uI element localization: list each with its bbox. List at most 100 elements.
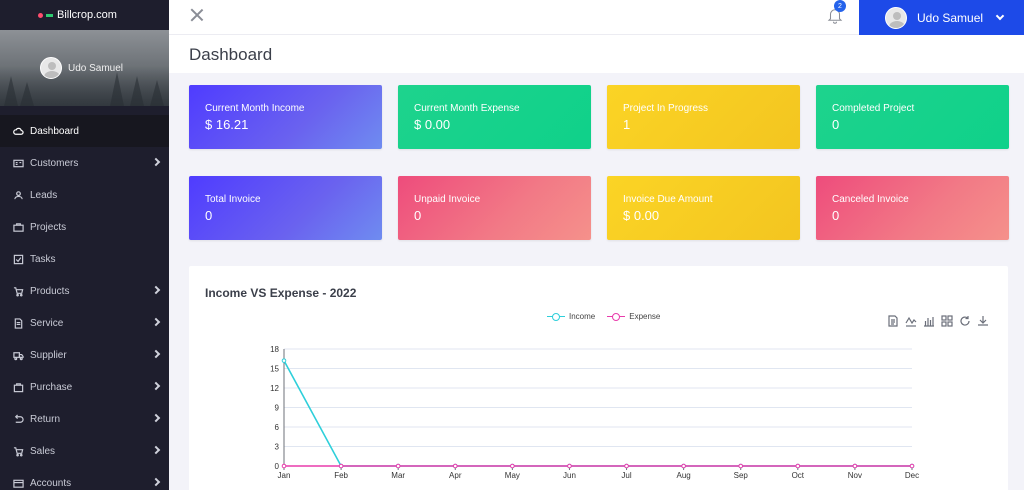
x-tick-label: May (505, 471, 520, 480)
download-icon[interactable] (977, 314, 989, 326)
brand-name: Billcrop.com (57, 9, 117, 21)
y-tick-label: 15 (270, 365, 279, 374)
stat-card-title: Project In Progress (623, 103, 709, 114)
data-point-expense (452, 463, 458, 469)
cart-icon (12, 445, 25, 458)
chevron-right-icon (151, 445, 161, 455)
data-point-expense (909, 463, 915, 469)
data-point-expense (852, 463, 858, 469)
chevron-right-icon (151, 349, 161, 359)
user-menu-button[interactable]: Udo Samuel (859, 0, 1024, 35)
stat-card-completed-project[interactable]: Completed Project 0 (816, 85, 1009, 149)
notification-badge: 2 (834, 0, 846, 12)
cloud-icon (12, 125, 25, 138)
data-point-expense (338, 463, 344, 469)
stat-card-value: $ 0.00 (623, 208, 660, 223)
stat-card-value: 1 (623, 117, 631, 132)
document-icon (12, 317, 25, 330)
legend-item-expense[interactable]: Expense (607, 312, 660, 321)
x-tick-label: Jul (621, 471, 631, 480)
sidebar-item-label: Purchase (30, 381, 73, 393)
sidebar-item-accounts[interactable]: Accounts (0, 467, 169, 490)
y-tick-label: 0 (275, 462, 280, 471)
stat-card-title: Completed Project (832, 103, 915, 114)
chart-title: Income VS Expense - 2022 (205, 286, 357, 300)
data-point-expense (281, 463, 287, 469)
stat-card-current-month-expense[interactable]: Current Month Expense $ 0.00 (398, 85, 591, 149)
sidebar-item-projects[interactable]: Projects (0, 211, 169, 243)
stat-card-total-invoice[interactable]: Total Invoice 0 (189, 176, 382, 240)
stat-card-invoice-due-amount[interactable]: Invoice Due Amount $ 0.00 (607, 176, 800, 240)
chevron-right-icon (151, 285, 161, 295)
chevron-right-icon (151, 157, 161, 167)
chevron-right-icon (151, 317, 161, 327)
stack-icon[interactable] (941, 314, 953, 327)
sidebar-item-tasks[interactable]: Tasks (0, 243, 169, 275)
data-point-expense (795, 463, 801, 469)
sidebar-item-supplier[interactable]: Supplier (0, 339, 169, 371)
user-name: Udo Samuel (917, 10, 984, 25)
close-icon[interactable] (189, 7, 205, 23)
sidebar-item-products[interactable]: Products (0, 275, 169, 307)
sidebar-item-label: Leads (30, 189, 58, 201)
stat-card-unpaid-invoice[interactable]: Unpaid Invoice 0 (398, 176, 591, 240)
sidebar-item-label: Sales (30, 445, 56, 457)
sidebar-menu: Dashboard Customers Leads Projects Tasks Prod… (0, 106, 169, 490)
legend-item-income[interactable]: Income (547, 312, 595, 321)
x-tick-label: Oct (792, 471, 805, 480)
sidebar-item-label: Customers (30, 157, 79, 169)
chart-legend: Income Expense (547, 312, 660, 321)
wallet-icon (12, 477, 25, 490)
stat-card-title: Current Month Income (205, 103, 305, 114)
x-tick-label: Aug (677, 471, 691, 480)
sidebar-item-label: Tasks (30, 253, 56, 265)
stat-card-title: Total Invoice (205, 194, 261, 205)
sidebar-item-label: Accounts (30, 477, 72, 489)
sidebar-item-customers[interactable]: Customers (0, 147, 169, 179)
x-tick-label: Sep (734, 471, 749, 480)
chart-toolbox (887, 314, 989, 327)
avatar (40, 57, 62, 79)
y-tick-label: 3 (275, 443, 280, 452)
stat-card-value: $ 16.21 (205, 117, 249, 132)
stat-card-title: Current Month Expense (414, 103, 520, 114)
chevron-right-icon (151, 413, 161, 423)
restore-icon[interactable] (959, 314, 971, 326)
stat-card-value: 0 (832, 208, 840, 223)
brand[interactable]: Billcrop.com (0, 0, 169, 30)
y-tick-label: 12 (270, 384, 279, 393)
stat-card-project-in-progress[interactable]: Project In Progress 1 (607, 85, 800, 149)
chevron-down-icon (995, 11, 1005, 21)
chart-panel: Income VS Expense - 2022 Income Expense … (189, 266, 1008, 490)
data-point-expense (681, 463, 686, 469)
topbar: 2 Udo Samuel (169, 0, 1024, 35)
y-tick-label: 6 (275, 423, 280, 432)
sidebar-item-label: Products (30, 285, 70, 297)
sidebar-item-purchase[interactable]: Purchase (0, 371, 169, 403)
sidebar-item-sales[interactable]: Sales (0, 435, 169, 467)
sidebar-item-return[interactable]: Return (0, 403, 169, 435)
briefcase-icon (12, 221, 25, 234)
id-card-icon (12, 157, 25, 170)
data-point-expense (738, 463, 744, 469)
sidebar-item-service[interactable]: Service (0, 307, 169, 339)
sidebar-item-label: Dashboard (30, 125, 79, 137)
truck-icon (12, 349, 25, 362)
users-icon (12, 189, 25, 202)
sidebar-item-leads[interactable]: Leads (0, 179, 169, 211)
return-icon (12, 413, 25, 426)
stat-card-value: 0 (414, 208, 422, 223)
chevron-right-icon (151, 477, 161, 487)
data-point-income (281, 358, 287, 363)
cart-icon (12, 285, 25, 298)
brand-logo (38, 12, 53, 18)
sidebar-item-label: Projects (30, 221, 67, 233)
avatar (885, 6, 907, 29)
data-view-icon[interactable] (887, 314, 899, 327)
stat-card-current-month-income[interactable]: Current Month Income $ 16.21 (189, 85, 382, 149)
stat-card-canceled-invoice[interactable]: Canceled Invoice 0 (816, 176, 1009, 240)
sidebar-profile[interactable]: Udo Samuel (40, 57, 123, 79)
line-chart-icon[interactable] (905, 314, 917, 327)
sidebar-item-dashboard[interactable]: Dashboard (0, 115, 169, 147)
bar-chart-icon[interactable] (923, 314, 935, 327)
